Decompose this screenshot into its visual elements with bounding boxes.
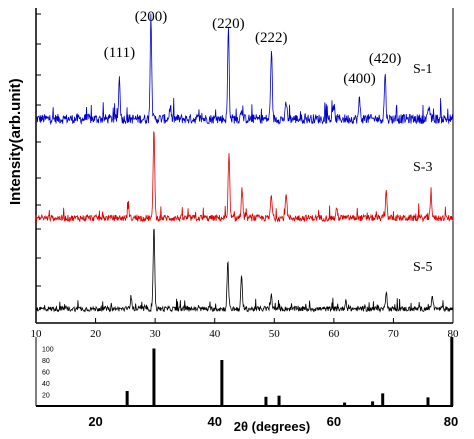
- peak-label: (420): [369, 51, 402, 67]
- ref-x-tick-label: 60: [327, 414, 341, 429]
- y-axis-label: Intensity(arb.unit): [7, 78, 24, 205]
- ref-bar: [277, 395, 281, 406]
- series-trace-s-5: [35, 228, 454, 313]
- ref-y-tick-label: 20: [42, 393, 50, 400]
- series-label: S-1: [413, 62, 432, 77]
- x-tick-label: 60: [328, 328, 340, 340]
- ref-bar: [371, 401, 375, 406]
- x-tick-label: 70: [388, 328, 400, 340]
- ref-bar: [264, 396, 268, 406]
- ref-y-tick-label: 60: [42, 370, 50, 377]
- x-axis-label: 2θ (degrees): [234, 419, 310, 434]
- ref-y-tick-label: 100: [42, 347, 54, 354]
- peak-labels: (111) (200) (220) (222) (400) (420): [104, 9, 402, 87]
- ref-bar: [450, 337, 454, 406]
- ref-bar: [343, 402, 347, 406]
- peak-label: (111): [104, 45, 135, 61]
- ref-y-tick-label: 40: [42, 381, 50, 388]
- series-trace-s-3: [35, 131, 454, 223]
- peak-label: (400): [343, 71, 376, 87]
- series-label: S-3: [413, 160, 432, 175]
- series-trace-s-1: [35, 13, 454, 126]
- x-tick-label: 50: [269, 328, 281, 340]
- reference-bars: [125, 337, 454, 406]
- peak-label: (220): [212, 16, 245, 32]
- ref-bar: [152, 348, 156, 406]
- ref-x-tick-labels: 20 40 60 80: [88, 414, 458, 429]
- ref-bar: [220, 360, 224, 406]
- x-tick-label: 20: [90, 328, 102, 340]
- x-tick-label: 40: [209, 328, 221, 340]
- series-labels: S-1 S-3 S-5: [413, 62, 432, 275]
- peak-label: (200): [135, 9, 168, 25]
- reference-plot-area: [35, 337, 453, 407]
- x-tick-label: 30: [150, 328, 162, 340]
- ref-bar: [125, 391, 129, 406]
- ref-x-tick-label: 80: [444, 414, 458, 429]
- x-tick-label: 80: [448, 328, 460, 340]
- ref-bar: [381, 393, 385, 406]
- ref-y-tick-label: 80: [42, 358, 50, 365]
- peak-label: (222): [255, 30, 288, 46]
- ref-y-tick-labels: 20 40 60 80 100: [42, 347, 54, 400]
- main-plot-area: [35, 8, 454, 324]
- ref-x-tick-label: 40: [207, 414, 221, 429]
- x-tick-labels: 10 20 30 40 50 60 70 80: [31, 318, 460, 340]
- series-label: S-5: [413, 260, 432, 275]
- ref-x-tick-label: 20: [88, 414, 102, 429]
- ref-bar: [426, 397, 430, 406]
- diffraction-traces: [35, 13, 454, 313]
- x-tick-label: 10: [31, 328, 43, 340]
